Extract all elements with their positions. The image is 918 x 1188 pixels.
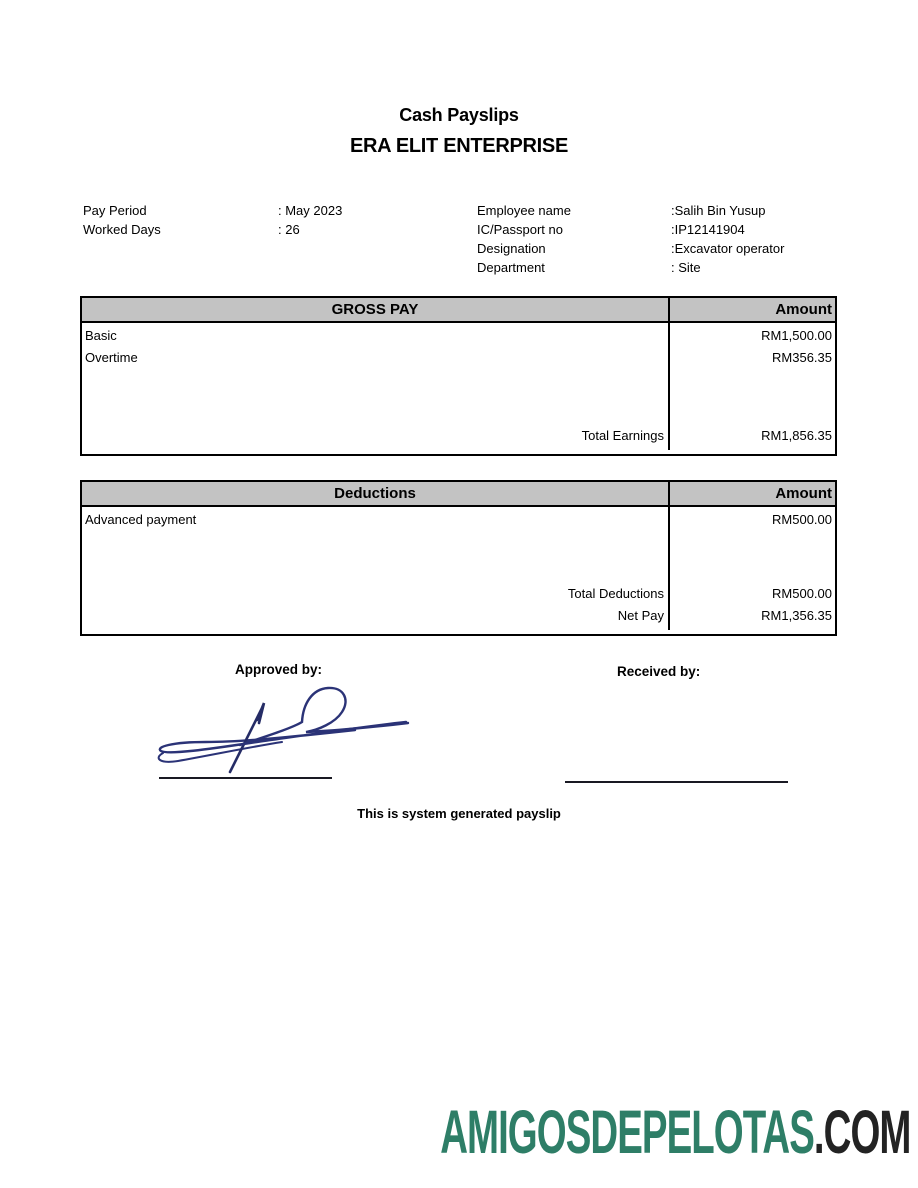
employee-labels: Employee name IC/Passport no Designation… xyxy=(477,201,571,277)
total-earnings-amount: RM1,856.35 xyxy=(761,428,832,443)
worked-days-value: : 26 xyxy=(278,222,300,237)
deductions-header-cell: Deductions xyxy=(334,485,416,502)
company-name: ERA ELIT ENTERPRISE xyxy=(349,135,569,157)
received-by-label: Received by: xyxy=(617,664,701,679)
deductions-desc-column: Advanced payment Total Deductions Net Pa… xyxy=(82,507,668,630)
gross-pay-header-cell: GROSS PAY xyxy=(331,301,419,318)
employee-values: :Salih Bin Yusup :IP12141904 :Excavator … xyxy=(671,201,784,277)
deductions-amount-column: RM500.00 RM500.00 RM1,356.35 xyxy=(668,507,835,630)
watermark-name: AMIGOSDEPELOTAS xyxy=(439,1098,815,1166)
ic-passport-value: :IP12141904 xyxy=(671,222,745,237)
designation-label: Designation xyxy=(477,241,546,256)
site-watermark: AMIGOSDEPELOTAS.COM xyxy=(440,1102,911,1163)
table-row-amount: RM356.35 xyxy=(772,350,832,365)
deductions-table: Deductions Amount Advanced payment Total… xyxy=(80,480,837,636)
gross-pay-table-header: GROSS PAY Amount xyxy=(82,298,835,323)
employee-name-label: Employee name xyxy=(477,203,571,218)
total-deductions-label: Total Deductions xyxy=(567,586,664,601)
ic-passport-label: IC/Passport no xyxy=(477,222,563,237)
worked-days-label: Worked Days xyxy=(83,222,161,237)
designation-value: :Excavator operator xyxy=(671,241,785,256)
system-generated-note: This is system generated payslip xyxy=(357,806,561,821)
pay-period-values: : May 2023 : 26 xyxy=(278,201,342,239)
table-row-label: Basic xyxy=(85,328,117,343)
department-value: : Site xyxy=(671,260,701,275)
approved-signature-line xyxy=(159,777,332,779)
received-signature-line xyxy=(565,781,788,783)
employee-name-value: :Salih Bin Yusup xyxy=(671,203,766,218)
deductions-table-body: Advanced payment Total Deductions Net Pa… xyxy=(82,507,835,630)
gross-amount-header-cell: Amount xyxy=(668,298,835,321)
watermark-tld: .COM xyxy=(813,1098,911,1166)
table-row-label: Overtime xyxy=(85,350,138,365)
net-pay-label: Net Pay xyxy=(617,608,664,623)
table-row-amount: RM500.00 xyxy=(772,512,832,527)
handwritten-signature xyxy=(157,686,410,774)
document-title: Cash Payslips xyxy=(399,105,519,125)
gross-pay-table: GROSS PAY Amount Basic Overtime Total Ea… xyxy=(80,296,837,456)
pay-period-label: Pay Period xyxy=(83,203,147,218)
pay-period-labels: Pay Period Worked Days xyxy=(83,201,161,239)
approved-by-label: Approved by: xyxy=(235,662,323,677)
total-deductions-amount: RM500.00 xyxy=(772,586,832,601)
deductions-amount-header-cell: Amount xyxy=(668,482,835,505)
deductions-table-header: Deductions Amount xyxy=(82,482,835,507)
gross-pay-desc-column: Basic Overtime Total Earnings xyxy=(82,323,668,450)
table-row-label: Advanced payment xyxy=(85,512,197,527)
pay-period-value: : May 2023 xyxy=(278,203,343,218)
gross-pay-amount-column: RM1,500.00 RM356.35 RM1,856.35 xyxy=(668,323,835,450)
department-label: Department xyxy=(477,260,545,275)
total-earnings-label: Total Earnings xyxy=(581,428,664,443)
net-pay-amount: RM1,356.35 xyxy=(761,608,832,623)
table-row-amount: RM1,500.00 xyxy=(761,328,832,343)
gross-pay-table-body: Basic Overtime Total Earnings RM1,500.00… xyxy=(82,323,835,450)
